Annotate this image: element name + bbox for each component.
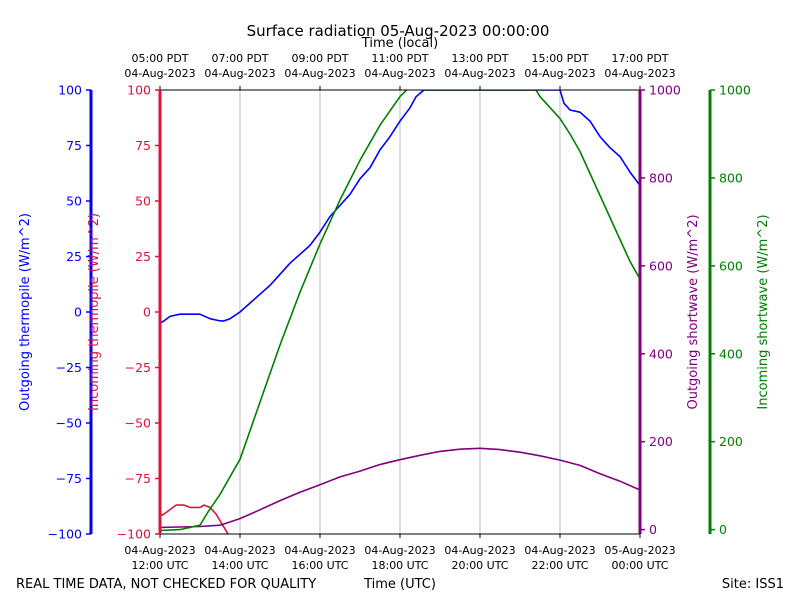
- y-tick-label: 800: [649, 170, 673, 185]
- y-tick-label: 25: [66, 249, 82, 264]
- y-tick-label: −75: [125, 471, 151, 486]
- y-axis-label: Outgoing shortwave (W/m^2): [686, 214, 701, 409]
- x-tick-label: 04-Aug-2023: [444, 544, 515, 557]
- y-tick-label: 25: [135, 249, 151, 264]
- y-tick-label: −25: [56, 360, 82, 375]
- series-line-out_thermo: [160, 90, 640, 324]
- x-tick-label: 04-Aug-2023: [524, 544, 595, 557]
- y-tick-label: 50: [66, 194, 82, 209]
- series-line-in_thermo: [160, 504, 229, 534]
- y-tick-label: 200: [719, 434, 743, 449]
- x-tick-label: 04-Aug-2023: [364, 544, 435, 557]
- x-top-tick-label: 07:00 PDT: [211, 52, 268, 65]
- footer-site-label: Site: ISS1: [722, 577, 784, 592]
- y-tick-label: −100: [117, 527, 151, 542]
- y-tick-label: −75: [56, 471, 82, 486]
- x-top-tick-label: 04-Aug-2023: [524, 67, 595, 80]
- x-top-tick-label: 04-Aug-2023: [604, 67, 675, 80]
- x-top-tick-label: 04-Aug-2023: [444, 67, 515, 80]
- y-tick-label: 0: [74, 305, 82, 320]
- axis-incoming-thermopile: −100 −75 −50 −25 0 25 50 75 100 Incoming thermopi…: [87, 83, 162, 542]
- x-ticks: 04-Aug-2023 12:00 UTC 04-Aug-2023 14:00 UTC…: [124, 52, 675, 572]
- x-top-tick-label: 04-Aug-2023: [284, 67, 355, 80]
- y-tick-label: 1000: [649, 83, 681, 98]
- y-tick-label: 1000: [719, 83, 751, 98]
- y-tick-label: 200: [649, 434, 673, 449]
- chart-title: Surface radiation 05-Aug-2023 00:00:00: [247, 22, 550, 40]
- x-tick-label: 04-Aug-2023: [124, 544, 195, 557]
- y-tick-label: 100: [58, 83, 82, 98]
- y-tick-label: 0: [143, 305, 151, 320]
- x-top-tick-label: 04-Aug-2023: [124, 67, 195, 80]
- y-tick-label: 75: [66, 138, 82, 153]
- y-tick-label: −25: [125, 360, 151, 375]
- x-tick-label: 04-Aug-2023: [284, 544, 355, 557]
- x-top-tick-label: 04-Aug-2023: [204, 67, 275, 80]
- y-tick-label: 600: [649, 258, 673, 273]
- y-tick-label: 50: [135, 194, 151, 209]
- x-tick-label: 05-Aug-2023: [604, 544, 675, 557]
- y-tick-label: −100: [48, 527, 82, 542]
- y-tick-label: 0: [649, 522, 657, 537]
- x-top-tick-label: 17:00 PDT: [611, 52, 668, 65]
- y-tick-label: 400: [719, 346, 743, 361]
- axis-outgoing-shortwave: 0 200 400 600 800 1000 Outgoing shortwave (W/m…: [638, 83, 701, 537]
- x-top-tick-label: 04-Aug-2023: [364, 67, 435, 80]
- x-axis-top-label: Time (local): [361, 36, 438, 51]
- series-group: [160, 90, 640, 534]
- y-tick-label: −50: [125, 416, 151, 431]
- x-top-tick-label: 09:00 PDT: [291, 52, 348, 65]
- series-line-in_sw: [160, 90, 640, 532]
- axis-outgoing-thermopile: −100 −75 −50 −25 0 25 50 75 100 Outgoing thermopi…: [18, 83, 93, 542]
- y-tick-label: 600: [719, 258, 743, 273]
- y-tick-label: 0: [719, 522, 727, 537]
- y-axis-label: Incoming shortwave (W/m^2): [756, 214, 771, 409]
- series-line-out_sw: [160, 447, 640, 529]
- x-tick-label: 00:00 UTC: [611, 559, 668, 572]
- x-tick-label: 18:00 UTC: [371, 559, 428, 572]
- x-tick-label: 22:00 UTC: [531, 559, 588, 572]
- grid: [239, 90, 561, 534]
- footer-quality-note: REAL TIME DATA, NOT CHECKED FOR QUALITY: [16, 577, 316, 592]
- x-tick-label: 12:00 UTC: [131, 559, 188, 572]
- x-tick-label: 04-Aug-2023: [204, 544, 275, 557]
- x-tick-label: 20:00 UTC: [451, 559, 508, 572]
- y-tick-label: 800: [719, 170, 743, 185]
- x-tick-label: 16:00 UTC: [291, 559, 348, 572]
- y-axis-label: Outgoing thermopile (W/m^2): [18, 213, 33, 411]
- x-tick-label: 14:00 UTC: [211, 559, 268, 572]
- y-tick-label: 400: [649, 346, 673, 361]
- x-top-tick-label: 13:00 PDT: [451, 52, 508, 65]
- x-top-tick-label: 11:00 PDT: [371, 52, 428, 65]
- x-top-tick-label: 05:00 PDT: [131, 52, 188, 65]
- y-tick-label: −50: [56, 416, 82, 431]
- y-axis-label: Incoming thermopile (W/m^2): [87, 213, 102, 411]
- y-tick-label: 75: [135, 138, 151, 153]
- x-top-tick-label: 15:00 PDT: [531, 52, 588, 65]
- y-tick-label: 100: [127, 83, 151, 98]
- axis-incoming-shortwave: 0 200 400 600 800 1000 Incoming shortwave (W/m…: [708, 83, 771, 537]
- x-axis-bottom-label: Time (UTC): [363, 577, 436, 592]
